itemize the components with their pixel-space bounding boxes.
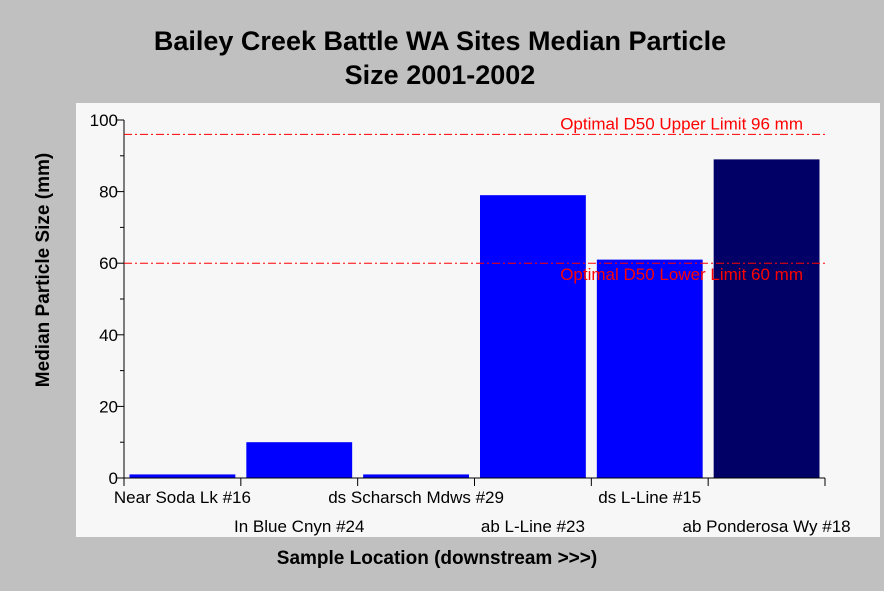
y-tick-label: 80	[99, 183, 118, 202]
x-category-label: ab Ponderosa Wy #18	[683, 517, 851, 536]
y-tick-label: 40	[99, 326, 118, 345]
reference-line-label: Optimal D50 Upper Limit 96 mm	[560, 114, 803, 133]
bar	[713, 159, 820, 478]
x-category-label: In Blue Cnyn #24	[234, 517, 364, 536]
y-tick-label: 100	[90, 111, 118, 130]
bar	[246, 442, 353, 478]
bar	[480, 195, 586, 478]
y-tick-label: 0	[109, 469, 118, 488]
bar	[363, 474, 469, 478]
x-category-label: Near Soda Lk #16	[114, 488, 251, 507]
x-category-label: ds Scharsch Mdws #29	[328, 488, 504, 507]
x-category-label: ds L-Line #15	[598, 488, 701, 507]
bar	[129, 474, 236, 478]
reference-line-label: Optimal D50 Lower Limit 60 mm	[560, 265, 803, 284]
bar	[596, 259, 703, 478]
chart-title: Bailey Creek Battle WA Sites Median Part…	[153, 26, 727, 90]
y-tick-label: 20	[99, 397, 118, 416]
x-category-label: ab L-Line #23	[481, 517, 585, 536]
y-tick-label: 60	[99, 254, 118, 273]
x-axis-label: Sample Location (downstream >>>)	[276, 548, 598, 569]
